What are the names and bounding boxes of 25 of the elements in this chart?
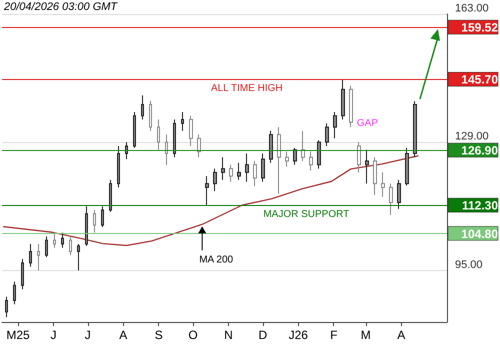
x-tick-label: A: [397, 328, 406, 342]
ref-line-label: 159.52: [461, 20, 498, 35]
x-tick-label: O: [188, 328, 198, 342]
x-tick-label: J26: [288, 328, 308, 342]
x-tick-label: A: [119, 328, 128, 342]
x-tick-label: J: [84, 328, 91, 342]
x-tick-label: S: [154, 328, 163, 342]
x-tick-label: N: [224, 328, 233, 342]
ref-line-label: 126.90: [461, 144, 498, 158]
ref-line-label: 145.70: [461, 72, 498, 87]
ref-line-label: 112.30: [462, 198, 498, 213]
x-tick-label: F: [330, 328, 338, 342]
annotation: MAJOR SUPPORT: [263, 209, 350, 220]
text: 20/04/2026 03:00 GMT: [3, 1, 118, 13]
annotation: MA 200: [199, 254, 234, 266]
x-tick-label: M: [360, 328, 371, 342]
y-tick-label: 163.00: [455, 2, 489, 14]
x-tick-label: J: [50, 328, 56, 342]
annotation: ALL TIME HIGH: [210, 83, 283, 94]
y-tick-label: 129.00: [455, 130, 489, 143]
annotation: GAP: [356, 118, 378, 130]
ref-line-label: 104.80: [461, 226, 498, 241]
y-tick-label: 95.00: [455, 258, 483, 271]
x-tick-label: M25: [6, 328, 30, 342]
x-tick-label: D: [258, 328, 268, 342]
